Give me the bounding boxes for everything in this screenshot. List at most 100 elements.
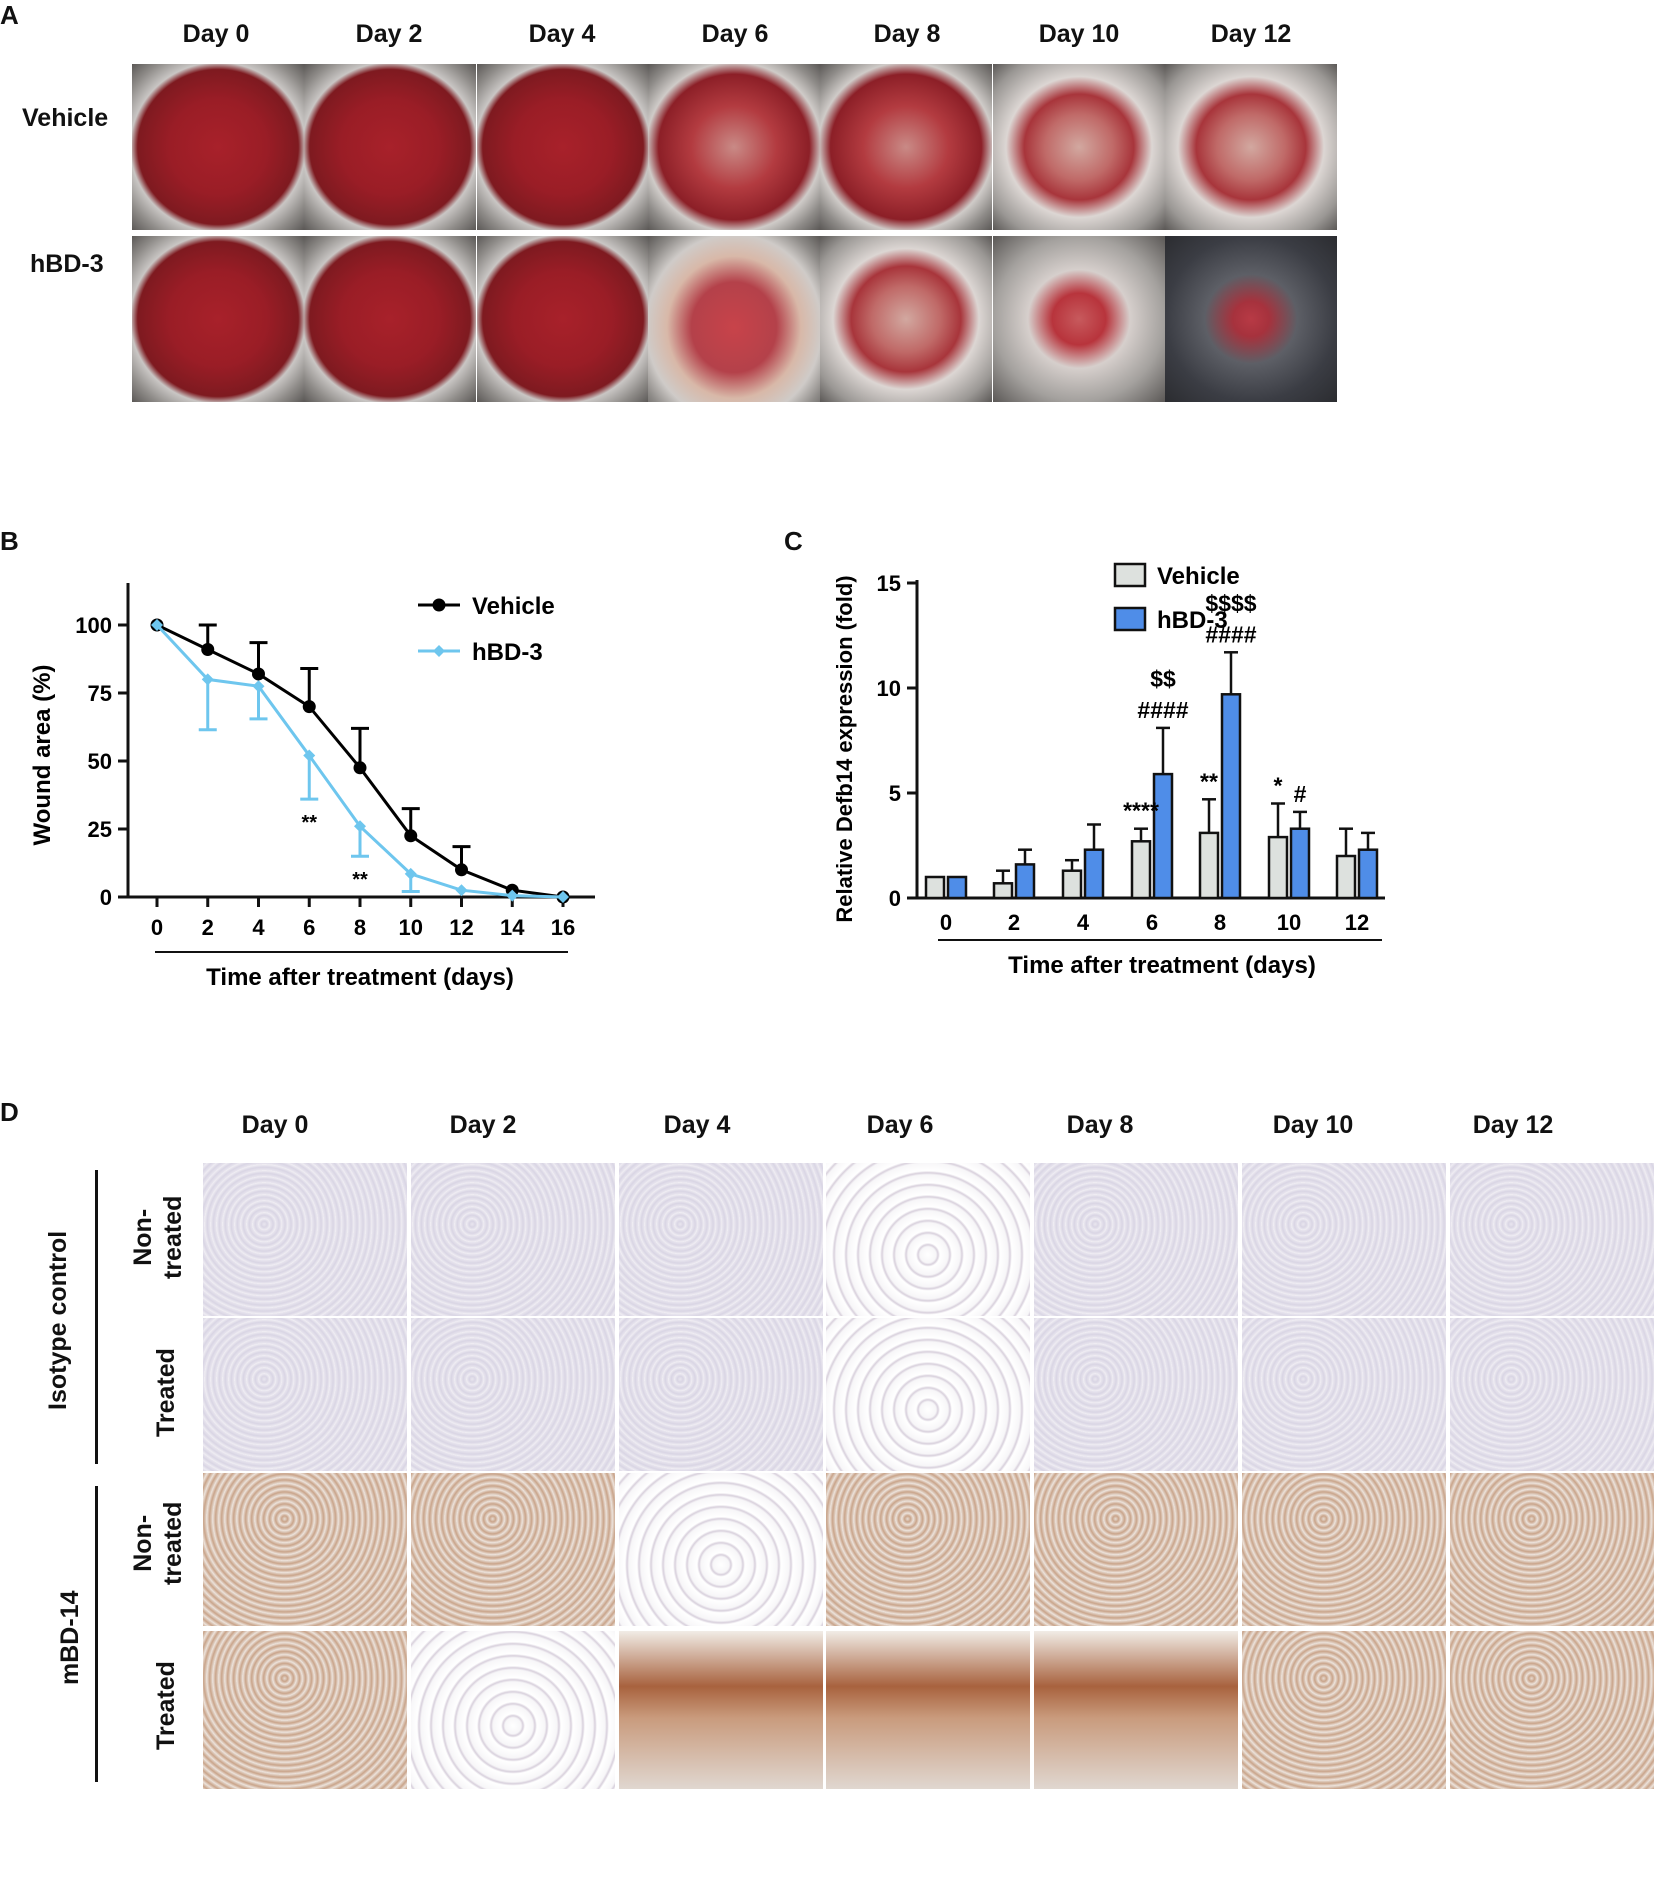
wound-photo-vehicle-day-12: [1165, 64, 1337, 230]
group-label-isotype: Isotype control: [44, 1230, 72, 1410]
wound-photo-vehicle-day-6: [648, 64, 820, 230]
point-0-1: [201, 642, 215, 656]
histology-isotype-non-treated-day-6: [826, 1163, 1030, 1316]
histology-isotype-treated-day-12: [1450, 1318, 1654, 1471]
day-header-d-0: Day 0: [241, 1111, 309, 1139]
significance-c-7: #: [1294, 781, 1307, 807]
x-tick-label-5: 10: [1277, 910, 1301, 935]
point-0-2: [252, 667, 265, 681]
histology-mbd14-treated-day-2: [411, 1631, 615, 1789]
row-label-treated-2: Treated: [152, 1661, 180, 1750]
day-header-a-4: Day 8: [873, 20, 941, 48]
histology-mbd14-non-treated-day-8: [1034, 1473, 1238, 1626]
wound-photo-hbd3-day-10: [993, 236, 1165, 402]
wound-photo-hbd3-day-0: [132, 236, 304, 402]
x-tick-label-4: 8: [354, 915, 366, 940]
day-header-d-6: Day 12: [1472, 1111, 1554, 1139]
row-label-hbd3: hBD-3: [30, 250, 104, 278]
wound-photo-vehicle-day-8: [820, 64, 992, 230]
significance-c-1: ####: [1137, 697, 1188, 723]
y-tick-label-0: 0: [889, 886, 901, 911]
x-tick-label-6: 12: [449, 915, 473, 940]
wound-photo-hbd3-day-6: [648, 236, 820, 402]
x-tick-label-2: 4: [252, 915, 265, 940]
y-tick-label-0: 0: [100, 885, 112, 910]
histology-isotype-non-treated-day-12: [1450, 1163, 1654, 1316]
point-1-6: [455, 884, 468, 897]
wound-photo-hbd3-day-12: [1165, 236, 1337, 402]
histology-isotype-non-treated-day-10: [1242, 1163, 1446, 1316]
histology-isotype-non-treated-day-4: [619, 1163, 823, 1316]
x-tick-label-3: 6: [1146, 910, 1158, 935]
x-tick-label-8: 16: [551, 915, 575, 940]
day-header-a-3: Day 6: [701, 20, 769, 48]
legend-label-0: Vehicle: [472, 593, 555, 620]
point-0-6: [455, 863, 468, 877]
point-1-0: [151, 619, 163, 631]
x-axis-label: Time after treatment (days): [1008, 952, 1316, 979]
point-0-5: [404, 829, 418, 843]
bar-0-4: [1198, 831, 1220, 900]
histology-mbd14-non-treated-day-6: [826, 1473, 1030, 1626]
legend-marker-1: [433, 645, 445, 657]
bar-1-4: [1220, 693, 1242, 900]
histology-mbd14-non-treated-day-0: [203, 1473, 407, 1626]
histology-isotype-non-treated-day-2: [411, 1163, 615, 1316]
histology-mbd14-non-treated-day-4: [619, 1473, 823, 1626]
bar-0-0: [924, 875, 946, 900]
legend-swatch-1: [1113, 606, 1147, 632]
histology-mbd14-treated-day-4: [619, 1631, 823, 1789]
wound-photo-hbd3-day-2: [304, 236, 476, 402]
point-1-5: [404, 867, 417, 880]
x-tick-label-2: 4: [1077, 910, 1090, 935]
significance-b-0: **: [301, 812, 317, 834]
legend-swatch-0: [1113, 562, 1147, 588]
day-header-d-2: Day 4: [663, 1111, 731, 1139]
row-label-non-treated-1: Non- treated: [129, 1195, 187, 1279]
histology-isotype-treated-day-2: [411, 1318, 615, 1471]
bar-0-5: [1267, 835, 1289, 900]
point-1-2: [252, 680, 265, 693]
point-0-4: [353, 761, 367, 775]
histology-mbd14-treated-day-8: [1034, 1631, 1238, 1789]
bar-1-2: [1083, 848, 1105, 900]
legend-marker-0: [432, 598, 446, 612]
row-label-vehicle: Vehicle: [22, 104, 109, 132]
day-header-a-1: Day 2: [355, 20, 423, 48]
point-1-4: [354, 820, 366, 833]
row-label-treated-1: Treated: [152, 1348, 180, 1437]
wound-photo-vehicle-day-10: [993, 64, 1165, 230]
group-label-mbd14: mBD-14: [56, 1590, 84, 1685]
bar-1-0: [946, 875, 968, 900]
significance-c-0: ****: [1123, 798, 1159, 824]
bar-0-1: [992, 882, 1014, 900]
wound-photo-vehicle-day-0: [132, 64, 304, 230]
wound-photo-hbd3-day-8: [820, 236, 992, 402]
wound-photo-hbd3-day-4: [477, 236, 649, 402]
row-label-non-treated-2: Non- treated: [129, 1501, 187, 1585]
day-header-d-5: Day 10: [1272, 1111, 1354, 1139]
significance-c-2: $$: [1150, 666, 1176, 692]
y-tick-label-3: 15: [877, 571, 901, 596]
x-tick-label-7: 14: [500, 915, 525, 940]
bar-1-6: [1357, 848, 1379, 900]
y-tick-label-1: 25: [88, 817, 112, 842]
day-header-d-4: Day 8: [1066, 1111, 1134, 1139]
day-header-a-5: Day 10: [1038, 20, 1120, 48]
histology-mbd14-treated-day-12: [1450, 1631, 1654, 1789]
x-tick-label-3: 6: [303, 915, 315, 940]
y-tick-label-3: 75: [88, 681, 112, 706]
panel-a-label: A: [0, 0, 19, 30]
significance-c-4: ####: [1205, 621, 1256, 647]
x-axis-label: Time after treatment (days): [206, 964, 514, 991]
significance-c-6: *: [1274, 773, 1283, 799]
y-axis-label: Relative Defb14 expression (fold): [832, 575, 857, 922]
x-tick-label-1: 2: [202, 915, 214, 940]
bar-0-2: [1061, 869, 1083, 900]
significance-c-3: **: [1200, 768, 1218, 794]
wound-area-chart: 0 25 50 75 100 0 2 4 6 8 10 12 14 16 Time after treatm…: [29, 583, 595, 991]
point-1-3: [303, 749, 316, 762]
bar-1-5: [1289, 827, 1311, 900]
legend-label-0: Vehicle: [1157, 563, 1240, 590]
histology-mbd14-treated-day-6: [826, 1631, 1030, 1789]
